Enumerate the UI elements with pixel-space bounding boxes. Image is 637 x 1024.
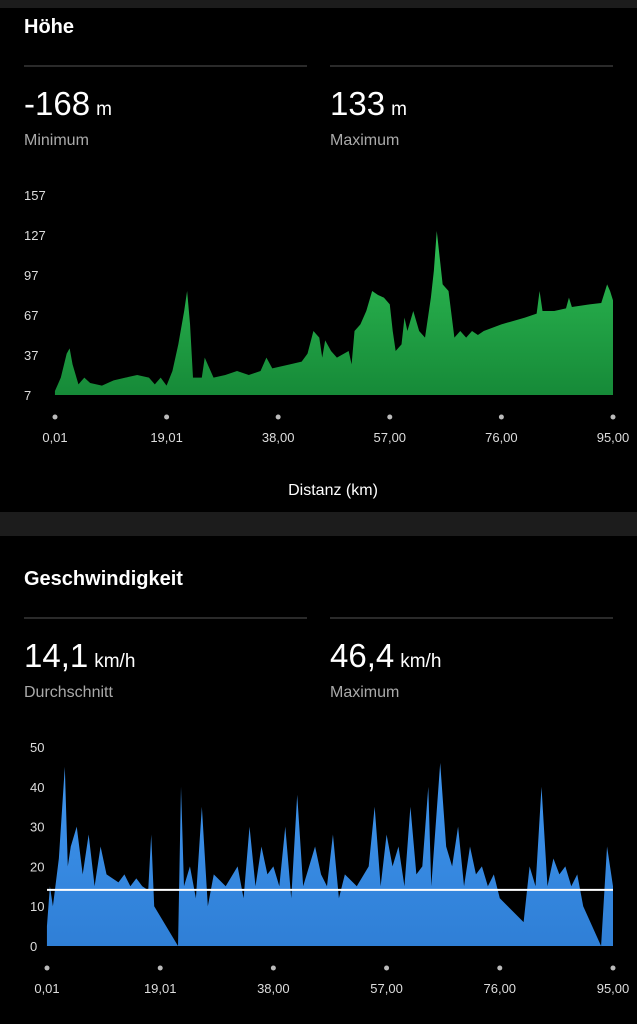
x-tick-label: 76,00 — [485, 430, 518, 445]
x-tick-label: 19,01 — [150, 430, 183, 445]
y-tick-label: 40 — [30, 780, 44, 795]
y-tick-label: 50 — [30, 740, 44, 755]
x-tick-label: 38,00 — [257, 981, 290, 996]
x-tick-label: 57,00 — [370, 981, 403, 996]
stat-value: 46,4 — [330, 637, 394, 674]
x-tick-dot — [270, 965, 276, 971]
y-tick-label: 0 — [30, 939, 37, 954]
stat: 14,1 km/h — [24, 637, 135, 674]
stat-label: Maximum — [330, 132, 399, 149]
y-tick-label: 7 — [24, 388, 31, 403]
y-tick-label: 127 — [24, 228, 46, 243]
x-tick-label: 95,00 — [597, 430, 630, 445]
stat-value: 133 — [330, 85, 385, 122]
x-tick-label: 19,01 — [144, 981, 177, 996]
stat-label: Minimum — [24, 132, 89, 149]
x-tick-dot — [497, 965, 503, 971]
x-tick-dot — [610, 965, 616, 971]
y-tick-label: 97 — [24, 268, 38, 283]
x-tick-dot — [498, 414, 504, 420]
x-tick-dot — [610, 414, 616, 420]
y-tick-label: 10 — [30, 899, 44, 914]
y-tick-label: 157 — [24, 188, 46, 203]
x-tick-dot — [164, 414, 170, 420]
stat-unit: m — [391, 99, 407, 120]
x-tick-dot — [157, 965, 163, 971]
x-axis-label: Distanz (km) — [288, 482, 378, 499]
area — [54, 231, 613, 395]
stat-unit: km/h — [400, 651, 441, 672]
stat: 46,4 km/h — [330, 637, 441, 674]
x-tick-label: 57,00 — [374, 430, 407, 445]
divider-band — [0, 512, 637, 536]
section-title: Höhe — [24, 16, 74, 38]
x-tick-dot — [387, 414, 393, 420]
stat: 133 m — [330, 85, 407, 122]
x-tick-label: 0,01 — [34, 981, 59, 996]
x-tick-label: 76,00 — [484, 981, 517, 996]
top-band — [0, 0, 637, 8]
y-tick-label: 30 — [30, 820, 44, 835]
stat-value: 14,1 — [24, 637, 88, 674]
section-title: Geschwindigkeit — [24, 568, 183, 590]
x-tick-label: 38,00 — [262, 430, 295, 445]
x-tick-dot — [275, 414, 281, 420]
x-tick-dot — [52, 414, 58, 420]
stat: -168 m — [24, 85, 112, 122]
stat-unit: km/h — [94, 651, 135, 672]
x-tick-dot — [44, 965, 50, 971]
x-tick-dot — [384, 965, 390, 971]
area — [46, 762, 613, 946]
stat-unit: m — [96, 99, 112, 120]
y-tick-label: 37 — [24, 348, 38, 363]
y-tick-label: 67 — [24, 308, 38, 323]
stat-value: -168 — [24, 85, 90, 122]
stat-label: Maximum — [330, 684, 399, 701]
x-tick-label: 95,00 — [597, 981, 630, 996]
stat-label: Durchschnitt — [24, 684, 113, 701]
x-tick-label: 0,01 — [42, 430, 67, 445]
y-tick-label: 20 — [30, 859, 44, 874]
